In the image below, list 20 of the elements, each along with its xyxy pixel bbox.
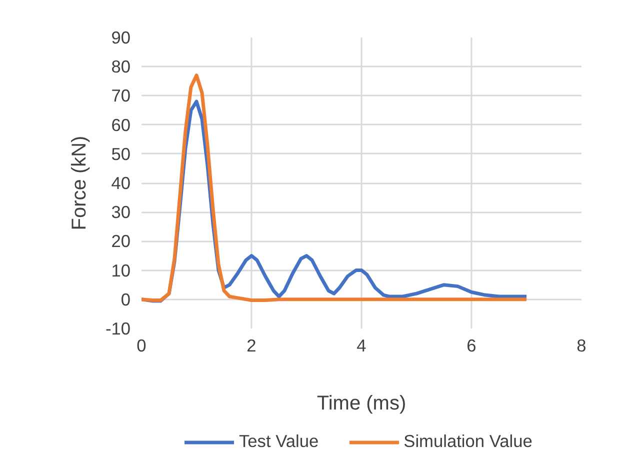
y-tick-label: 10	[111, 260, 131, 280]
y-tick-label: 30	[111, 202, 131, 222]
y-axis-title: Force (kN)	[68, 136, 90, 230]
y-tick-label: 0	[120, 289, 131, 310]
legend-label: Simulation Value	[404, 431, 532, 452]
x-tick-label: 8	[576, 336, 586, 356]
x-tick-label: 6	[466, 336, 476, 356]
y-tick-label: 60	[111, 114, 131, 135]
legend-label: Test Value	[239, 431, 319, 452]
y-tick-label: 90	[111, 28, 131, 48]
y-tick-label: 70	[111, 86, 131, 106]
x-tick-label: 2	[246, 336, 256, 356]
y-tick-label: 80	[111, 56, 131, 77]
x-tick-label: 0	[136, 336, 146, 356]
y-tick-label: -10	[105, 318, 130, 338]
y-tick-label: 40	[111, 173, 131, 193]
y-tick-label: 50	[111, 144, 131, 164]
x-axis-title: Time (ms)	[316, 392, 406, 414]
y-tick-label: 20	[111, 231, 131, 252]
x-tick-label: 4	[356, 336, 367, 356]
